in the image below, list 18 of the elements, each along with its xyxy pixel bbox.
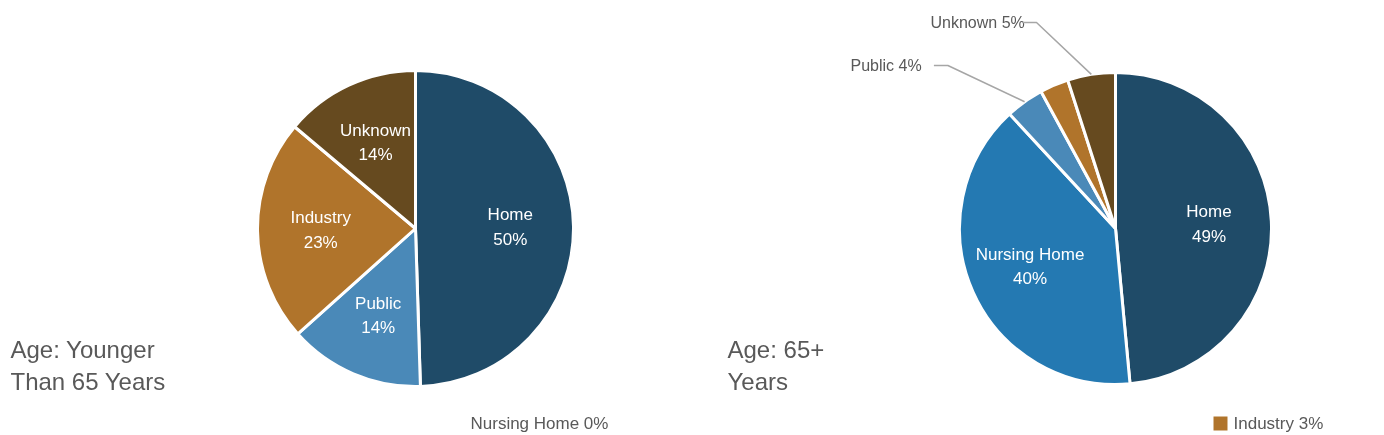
text: Age: 65+ Years bbox=[727, 335, 825, 395]
category-label: Nursing Home 0% bbox=[470, 414, 609, 433]
data-label: 40% bbox=[1013, 269, 1048, 289]
slice-label: Public 4% bbox=[850, 57, 922, 74]
data-label: 14% bbox=[358, 145, 393, 165]
slice-label: Unknown 5% bbox=[930, 14, 1025, 31]
data-label: 49% bbox=[1191, 226, 1227, 246]
slice-label: Home bbox=[487, 205, 533, 225]
data-label: 50% bbox=[493, 229, 528, 249]
text: Age: Younger Than 65 Years bbox=[10, 335, 166, 395]
data-label: 14% bbox=[361, 318, 396, 338]
slice-label: Unknown bbox=[340, 120, 411, 140]
slice-label: Home bbox=[1186, 202, 1232, 222]
slice-label: Public bbox=[355, 293, 402, 313]
data-label: 23% bbox=[303, 232, 338, 252]
slice-label: Industry bbox=[290, 208, 352, 228]
slice-label: Nursing Home bbox=[975, 244, 1085, 264]
legend-label: Industry 3% bbox=[1233, 414, 1324, 433]
